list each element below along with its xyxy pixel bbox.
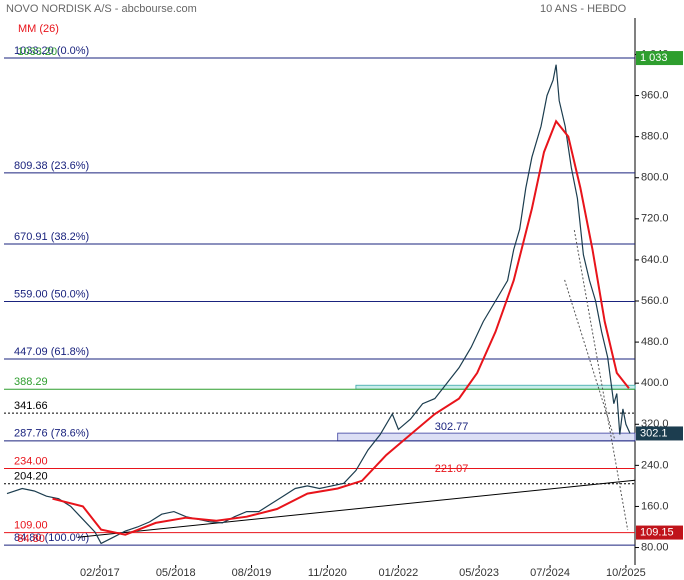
annotation: 302.77 — [435, 421, 469, 433]
price-tag — [636, 426, 683, 441]
legend-entry: MM (26) — [18, 23, 59, 35]
level-label: 670.91 (38.2%) — [14, 231, 89, 243]
annotation: 221.07 — [435, 463, 469, 475]
trend-line — [573, 230, 629, 531]
x-tick-label: 11/2020 — [308, 567, 347, 579]
zone — [337, 432, 636, 442]
level-label: 109.00 — [14, 520, 48, 532]
y-tick-label: 80.00 — [641, 541, 669, 553]
chart-title: NOVO NORDISK A/S - abcbourse.com — [6, 3, 197, 15]
y-tick-label: 400.0 — [641, 377, 669, 389]
trend-line — [77, 479, 636, 538]
price-tag — [636, 525, 683, 540]
y-tick-label: 240.0 — [641, 459, 669, 471]
level-label: 1033.20 (0.0%) — [14, 45, 89, 57]
y-tick-label: 560.0 — [641, 295, 669, 307]
chart-subtitle: 10 ANS - HEBDO — [540, 3, 627, 15]
y-tick-label: 880.0 — [641, 131, 669, 143]
y-tick-label: 640.0 — [641, 254, 669, 266]
level-label: 287.76 (78.6%) — [14, 428, 89, 440]
level-label: 447.09 (61.8%) — [14, 346, 89, 358]
y-tick-label: 720.0 — [641, 213, 669, 225]
x-tick-label: 02/2017 — [80, 567, 120, 579]
level-label: 234.00 — [14, 455, 48, 467]
level-label: 204.20 — [14, 471, 48, 483]
price-tag-label: 109.15 — [640, 526, 674, 538]
level-label: 559.00 (50.0%) — [14, 288, 89, 300]
x-tick-label: 10/2025 — [606, 567, 646, 579]
x-tick-label: 05/2018 — [156, 567, 196, 579]
annotation: 1033.20 — [17, 46, 57, 58]
level-label: 388.29 — [14, 376, 48, 388]
price-tag-label: 1 033 — [640, 52, 668, 64]
y-tick-label: 960.0 — [641, 89, 669, 101]
y-tick-label: 800.0 — [641, 172, 669, 184]
y-tick-label: 480.0 — [641, 336, 669, 348]
x-tick-label: 01/2022 — [378, 567, 418, 579]
y-tick-label: 160.0 — [641, 500, 669, 512]
price-tag — [636, 51, 683, 66]
price-tag-label: 302.1 — [640, 427, 668, 439]
level-label: 341.66 — [14, 400, 48, 412]
level-label: 84.80 (100.0%) — [14, 532, 89, 544]
x-tick-label: 05/2023 — [459, 567, 499, 579]
x-tick-label: 08/2019 — [232, 567, 272, 579]
level-label: 809.38 (23.6%) — [14, 160, 89, 172]
zone — [355, 384, 636, 390]
series-line — [6, 64, 631, 545]
series-line — [52, 119, 630, 536]
annotation: 84.80 — [17, 533, 45, 545]
x-tick-label: 07/2024 — [530, 567, 570, 579]
